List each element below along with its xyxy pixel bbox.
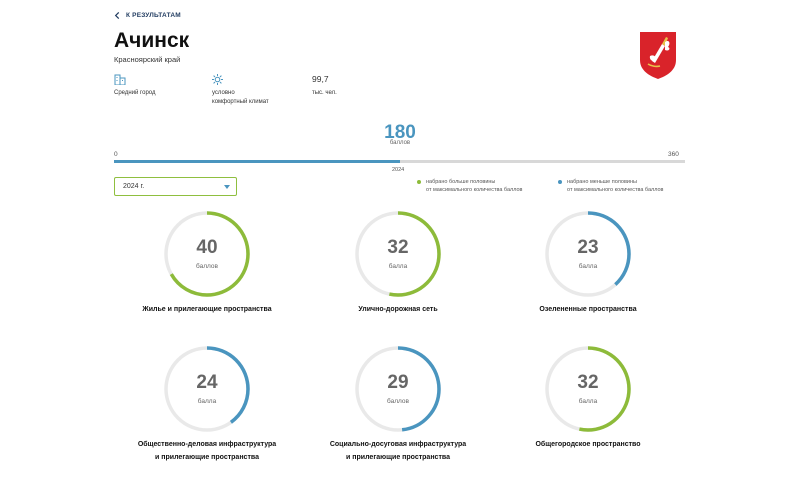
legend-below-line2: от максимального количества баллов (567, 186, 664, 193)
legend-above-line1: набрано больше половины (426, 179, 496, 185)
indicator-label: Озелененные пространства (488, 303, 688, 316)
indicator-label: Общегородское пространство (488, 438, 688, 451)
indicator-unit: балла (388, 263, 408, 270)
total-score: 180 (384, 122, 416, 143)
legend-above-line2: от максимального количества баллов (426, 186, 523, 193)
score-progress-fill (114, 160, 400, 163)
indicator-label-line1: Озелененные пространства (539, 306, 637, 313)
indicator-label-line1: Социально-досуговая инфраструктура (329, 441, 467, 448)
indicator-label-line1: Общественно-деловая инфраструктура (137, 441, 277, 448)
indicator-unit: балла (578, 263, 598, 270)
progress-year-mark: 2024 (392, 167, 405, 173)
city-region: Красноярский край (114, 55, 181, 64)
score-progress-bar (114, 160, 685, 163)
indicator-ring (355, 346, 441, 432)
indicator-ring (164, 346, 250, 432)
info-climate-line1: условно (212, 90, 235, 96)
indicator-value: 24 (196, 372, 218, 393)
year-select[interactable]: 2024 г. (114, 177, 237, 196)
indicator-unit: балла (197, 398, 217, 405)
indicator-ring (545, 211, 631, 297)
indicator-ring (164, 211, 250, 297)
info-population-value: 99,7 (312, 74, 329, 84)
info-climate-line2: комфортный климат (212, 98, 269, 105)
city-title: Ачинск (114, 29, 190, 52)
legend-dot-green (417, 180, 421, 184)
indicator-label-line1: Улично-дорожная сеть (358, 306, 438, 313)
indicator-label-line1: Жилье и прилегающие пространства (142, 306, 272, 313)
indicator-ring (355, 211, 441, 297)
info-city-size: Средний город (114, 74, 156, 98)
city-buildings-icon (114, 74, 126, 85)
ring-progress-arc (355, 211, 441, 297)
total-score-unit: баллов (389, 140, 411, 146)
ring-progress-arc (164, 211, 250, 297)
indicator-unit: балла (578, 398, 598, 405)
legend-dot-blue (558, 180, 562, 184)
back-to-results-link[interactable]: К РЕЗУЛЬТАТАМ (114, 12, 181, 19)
legend-below-half: набрано меньше половины от максимального… (558, 179, 664, 194)
indicator-value: 32 (577, 372, 599, 393)
indicator-label: Жилье и прилегающие пространства (107, 303, 307, 316)
back-link-label: К РЕЗУЛЬТАТАМ (126, 12, 181, 19)
indicator-ring (545, 346, 631, 432)
indicator-label-line2: и прилегающие пространства (155, 454, 259, 461)
info-population-unit: тыс. чел. (312, 90, 337, 96)
ring-progress-arc (545, 211, 631, 297)
indicator-label: Общественно-деловая инфраструктура и прил… (107, 438, 307, 464)
scale-max: 360 (668, 151, 679, 158)
scale-min: 0 (114, 151, 118, 158)
indicator-label-line1: Общегородское пространство (535, 441, 641, 448)
info-population: 99,7 тыс. чел. (312, 74, 337, 98)
city-emblem-icon (640, 32, 676, 79)
indicator-unit: баллов (196, 263, 218, 270)
indicator-value: 40 (196, 237, 218, 258)
legend-below-line1: набрано меньше половины (567, 179, 637, 185)
indicator-label: Улично-дорожная сеть (298, 303, 498, 316)
indicator-label: Социально-досуговая инфраструктура и прил… (298, 438, 498, 464)
chevron-left-icon (114, 12, 120, 19)
ring-progress-arc (164, 346, 250, 432)
chevron-down-icon (224, 185, 230, 189)
indicator-value: 32 (387, 237, 409, 258)
legend-above-half: набрано больше половины от максимального… (417, 179, 523, 194)
info-climate: условно комфортный климат (212, 74, 269, 106)
ring-progress-arc (545, 346, 631, 432)
sun-icon (212, 74, 223, 85)
indicator-value: 29 (387, 372, 409, 393)
year-select-value: 2024 г. (123, 183, 145, 190)
indicator-value: 23 (577, 237, 599, 258)
ring-progress-arc (355, 346, 441, 432)
indicator-label-line2: и прилегающие пространства (346, 454, 450, 461)
info-city-size-text: Средний город (114, 90, 156, 96)
indicator-unit: баллов (387, 398, 409, 405)
